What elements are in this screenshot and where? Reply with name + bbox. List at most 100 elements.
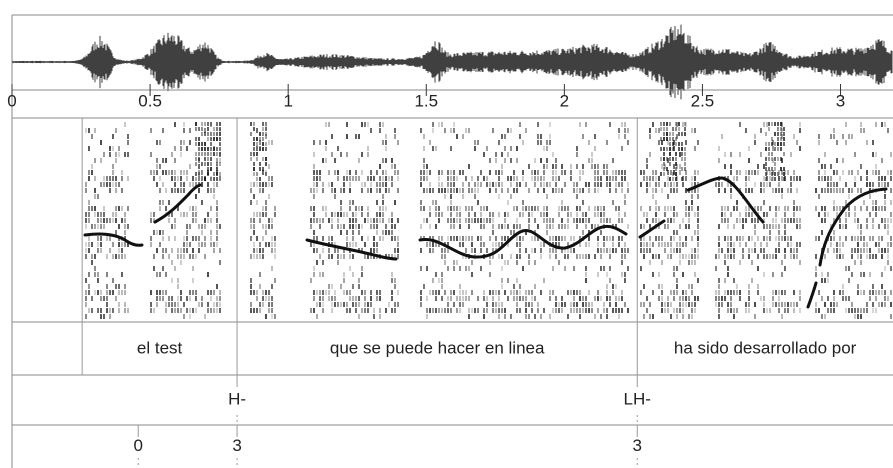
spectrogram-cell [684, 167, 686, 171]
spectrogram-cell [765, 162, 767, 166]
spectrogram-cell [715, 290, 717, 295]
spectrogram-cell [854, 248, 856, 253]
spectrogram-cell [781, 290, 783, 295]
spectrogram-cell [640, 290, 642, 295]
spectrogram-cell [94, 224, 96, 229]
spectrogram-cell [537, 308, 539, 313]
spectrogram-cell [775, 188, 777, 193]
spectrogram-cell [685, 188, 687, 193]
spectrogram-cell [349, 176, 351, 181]
spectrogram-cell [624, 248, 626, 253]
spectrogram-cell [477, 308, 479, 313]
spectrogram-cell [432, 188, 434, 193]
spectrogram-cell [352, 224, 354, 229]
spectrogram-cell [334, 248, 336, 253]
spectrogram-cell [763, 296, 765, 301]
spectrogram-cell [684, 157, 686, 161]
spectrogram-cell [658, 284, 660, 289]
spectrogram-cell [621, 248, 623, 253]
point-label: LH- [624, 389, 651, 408]
spectrogram-cell [748, 170, 750, 175]
spectrogram-cell [658, 296, 660, 301]
spectrogram-cell [576, 218, 578, 223]
spectrogram-cell [669, 137, 671, 141]
spectrogram-cell [450, 170, 452, 175]
spectrogram-cell [109, 146, 111, 151]
spectrogram-cell [394, 170, 396, 175]
spectrogram-cell [420, 206, 422, 211]
spectrogram-cell [830, 176, 832, 181]
spectrogram-cell [540, 290, 542, 295]
spectrogram-cell [370, 248, 372, 253]
spectrogram-cell [676, 314, 678, 319]
spectrogram-cell [352, 200, 354, 205]
spectrogram-cell [655, 170, 657, 175]
spectrogram-cell [531, 302, 533, 307]
spectrogram-cell [784, 302, 786, 307]
spectrogram-cell [748, 158, 750, 163]
spectrogram-cell [890, 290, 892, 295]
spectrogram-cell [444, 188, 446, 193]
spectrogram-cell [271, 224, 273, 229]
spectrogram-cell [118, 290, 120, 295]
spectrogram-cell [564, 170, 566, 175]
spectrogram-cell [772, 272, 774, 277]
spectrogram-cell [780, 147, 782, 151]
spectrogram-cell [774, 142, 776, 146]
x-tick-label: 1 [283, 91, 292, 110]
spectrogram-cell [379, 290, 381, 295]
spectrogram-cell [313, 188, 315, 193]
spectrogram-cell [678, 127, 680, 131]
spectrogram-cell [447, 170, 449, 175]
spectrogram-cell [456, 176, 458, 181]
spectrogram-cell [256, 212, 258, 217]
spectrogram-cell [115, 218, 117, 223]
spectrogram-cell [724, 152, 726, 157]
spectrogram-cell [456, 134, 458, 139]
spectrogram-cell [183, 254, 185, 259]
spectrogram-cell [669, 162, 671, 166]
spectrogram-cell [250, 224, 252, 229]
spectrogram-cell [736, 176, 738, 181]
spectrogram-cell [150, 128, 152, 133]
spectrogram-cell [691, 284, 693, 289]
spectrogram-cell [781, 176, 783, 181]
spectrogram-cell [174, 122, 176, 127]
spectrogram-cell [210, 218, 212, 223]
spectrogram-cell [655, 212, 657, 217]
spectrogram-cell [259, 242, 261, 247]
spectrogram-cell [667, 158, 669, 163]
spectrogram-cell [666, 147, 668, 151]
spectrogram-cell [848, 212, 850, 217]
spectrogram-cell [313, 266, 315, 271]
spectrogram-cell [672, 137, 674, 141]
spectrogram-cell [765, 172, 767, 176]
spectrogram-cell [783, 152, 785, 156]
spectrogram-cell [742, 218, 744, 223]
spectrogram-cell [201, 302, 203, 307]
spectrogram-cell [168, 236, 170, 241]
spectrogram-cell [736, 218, 738, 223]
spectrogram-cell [661, 236, 663, 241]
spectrogram-cell [180, 212, 182, 217]
spectrogram-cell [546, 218, 548, 223]
spectrogram-cell [253, 172, 255, 176]
spectrogram-cell [537, 302, 539, 307]
spectrogram-cell [863, 308, 865, 313]
spectrogram-cell [875, 290, 877, 295]
spectrogram-cell [857, 308, 859, 313]
spectrogram-cell [664, 242, 666, 247]
spectrogram-cell [534, 170, 536, 175]
spectrogram-cell [860, 122, 862, 127]
spectrogram-cell [268, 182, 270, 187]
spectrogram-cell [198, 242, 200, 247]
spectrogram-cell [851, 248, 853, 253]
spectrogram-cell [159, 230, 161, 235]
spectrogram-cell [667, 224, 669, 229]
spectrogram-cell [673, 188, 675, 193]
spectrogram-cell [567, 290, 569, 295]
spectrogram-cell [727, 206, 729, 211]
spectrogram-cell [771, 172, 773, 176]
spectrogram-cell [857, 224, 859, 229]
spectrogram-cell [250, 157, 252, 161]
